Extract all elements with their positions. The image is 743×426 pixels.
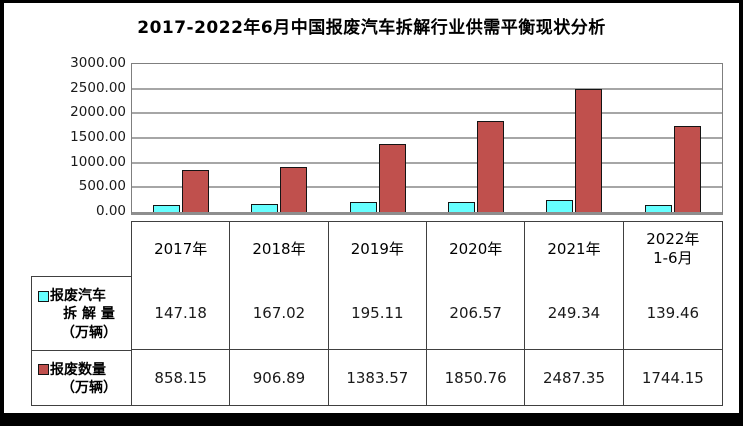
y-axis-label: 2500.00 [70, 79, 126, 96]
bar-series-1 [349, 202, 377, 212]
bar-series-2 [673, 125, 701, 212]
bar-group [329, 64, 427, 212]
gridline [132, 112, 722, 115]
gridline [132, 161, 722, 164]
category-cell: 2022年 1-6月 [646, 230, 700, 267]
legend-label: 报废汽车 [50, 288, 106, 305]
legend-label-continued: 拆 解 量 （万辆） [61, 306, 117, 341]
bar-series-2 [575, 89, 603, 212]
legend-column: 报废汽车拆 解 量 （万辆） 报废数量 （万辆） [31, 276, 132, 406]
value-cell: 206.57 [427, 276, 526, 350]
y-axis-label: 1500.00 [70, 129, 126, 145]
value-cell: 249.34 [525, 276, 624, 350]
legend-swatch-icon [38, 364, 49, 376]
y-axis-label: 2000.00 [70, 104, 126, 121]
bar-series-2 [182, 169, 210, 212]
category-cell: 2017年 [132, 222, 231, 276]
bar-group [624, 64, 722, 212]
value-cell: 139.46 [623, 276, 722, 350]
value-cell: 2487.35 [525, 350, 624, 405]
legend-item: 报废汽车拆 解 量 （万辆） [32, 277, 132, 351]
plot-area [131, 63, 723, 215]
legend-label-continued: （万辆） [61, 380, 117, 396]
value-cell: 1383.57 [329, 350, 427, 405]
category-cell: 2021年 [525, 222, 624, 276]
value-cell: 1744.15 [641, 368, 704, 387]
category-cell: 2020年 [427, 222, 526, 276]
legend-label: 报废数量 [50, 361, 106, 378]
value-cell: 1850.76 [427, 350, 526, 405]
y-axis-label: 1000.00 [70, 153, 126, 170]
category-axis-row: 2017年 2018年 2019年 2020年 2021年 2022年 1-6月 [131, 221, 723, 277]
data-table: 147.18 167.02 195.11 206.57 249.34 139.46 858.… [131, 276, 723, 406]
bar-series-2 [477, 120, 505, 212]
y-axis: 3000.00 2500.00 2000.00 1500.00 1000.00 500.0… [38, 55, 126, 219]
y-axis-label: 0.00 [95, 203, 126, 219]
bar-group [525, 64, 623, 212]
y-axis-label: 3000.00 [70, 55, 126, 71]
bar-group [230, 64, 328, 212]
chart-title: 2017-2022年6月中国报废汽车拆解行业供需平衡现状分析 [137, 18, 606, 38]
bar-series-1 [644, 205, 672, 212]
y-axis-label: 500.00 [78, 178, 126, 195]
bar-series-1 [448, 201, 476, 212]
gridline [132, 137, 722, 139]
value-cell: 906.89 [230, 350, 329, 405]
legend-swatch-icon [38, 290, 49, 302]
bar-series-2 [280, 167, 308, 212]
bar-series-1 [153, 204, 181, 212]
bar-series-1 [251, 203, 279, 212]
bar-series-1 [546, 199, 574, 212]
gridline [132, 186, 722, 189]
bar-group [132, 64, 230, 212]
bar-group [427, 64, 525, 212]
value-cell: 858.15 [132, 350, 231, 405]
value-cell: 147.18 [132, 276, 231, 350]
value-cell: 167.02 [230, 276, 329, 350]
gridline [132, 87, 722, 90]
category-cell: 2019年 [329, 222, 427, 276]
legend-item: 报废数量 （万辆） [32, 351, 132, 405]
bar-series-2 [378, 143, 406, 212]
category-cell: 2018年 [230, 222, 329, 276]
value-cell: 195.11 [328, 276, 427, 350]
